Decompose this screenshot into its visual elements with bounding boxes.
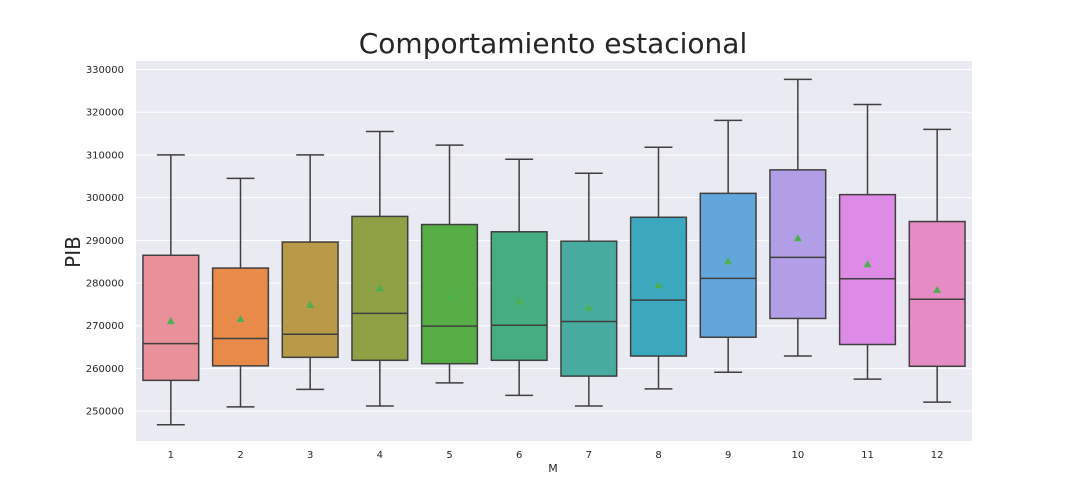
y-tick-label: 270000 [86, 321, 124, 332]
x-tick-label: 4 [377, 450, 383, 461]
x-tick-label: 7 [586, 450, 592, 461]
y-tick-labels: 250000 260000 270000 280000 290000 300000 3100… [86, 65, 124, 418]
box-5 [420, 144, 479, 384]
chart-title: Comportamiento estacional [359, 27, 748, 60]
box-3 [281, 154, 339, 391]
mean-marker [863, 260, 872, 268]
x-tick-label: 9 [725, 450, 731, 461]
y-tick-label: 310000 [86, 150, 124, 161]
grid-lines [136, 69, 972, 412]
mean-marker [654, 281, 663, 289]
x-tick-label: 12 [931, 450, 944, 461]
box-10 [769, 78, 827, 357]
box-iqr [281, 241, 339, 359]
mean-marker [236, 314, 245, 322]
mean-marker [793, 234, 802, 242]
x-tick-label: 11 [861, 450, 874, 461]
mean-marker [933, 285, 942, 293]
mean-marker [375, 284, 384, 292]
mean-marker [306, 300, 315, 308]
box-12 [908, 128, 966, 403]
mean-marker [584, 303, 593, 311]
x-tick-label: 5 [446, 450, 452, 461]
box-6 [490, 158, 548, 397]
x-tick-label: 1 [168, 450, 174, 461]
box-7 [560, 172, 618, 407]
box-4 [351, 130, 409, 407]
x-tick-label: 8 [655, 450, 661, 461]
x-tick-label: 2 [237, 450, 243, 461]
x-tick-label: 10 [791, 450, 804, 461]
y-tick-label: 320000 [86, 108, 124, 119]
box-11 [838, 103, 897, 380]
box-1 [142, 154, 200, 426]
mean-marker [515, 297, 524, 305]
box-iqr [838, 193, 897, 346]
x-tick-label: 3 [307, 450, 313, 461]
box-iqr [908, 220, 966, 368]
mean-marker [724, 257, 733, 265]
mean-marker [445, 291, 454, 299]
y-tick-label: 300000 [86, 193, 124, 204]
x-axis-label: M [548, 462, 558, 475]
y-tick-label: 290000 [86, 236, 124, 247]
box-iqr [490, 231, 548, 362]
y-axis-label: PIB [61, 236, 85, 268]
mean-marker [166, 317, 175, 325]
x-tick-label: 6 [516, 450, 522, 461]
box-iqr [699, 192, 757, 338]
y-tick-label: 260000 [86, 364, 124, 375]
box-series [142, 78, 966, 426]
box-iqr [211, 267, 270, 367]
box-iqr [769, 169, 827, 320]
box-9 [699, 119, 757, 374]
box-8 [629, 146, 688, 390]
x-tick-labels: 1 2 3 4 5 6 7 8 9 10 11 12 [168, 450, 944, 461]
plot-area [136, 61, 972, 441]
y-tick-label: 330000 [86, 65, 124, 76]
y-tick-label: 250000 [86, 407, 124, 418]
box-2 [211, 177, 270, 408]
y-tick-label: 280000 [86, 279, 124, 290]
